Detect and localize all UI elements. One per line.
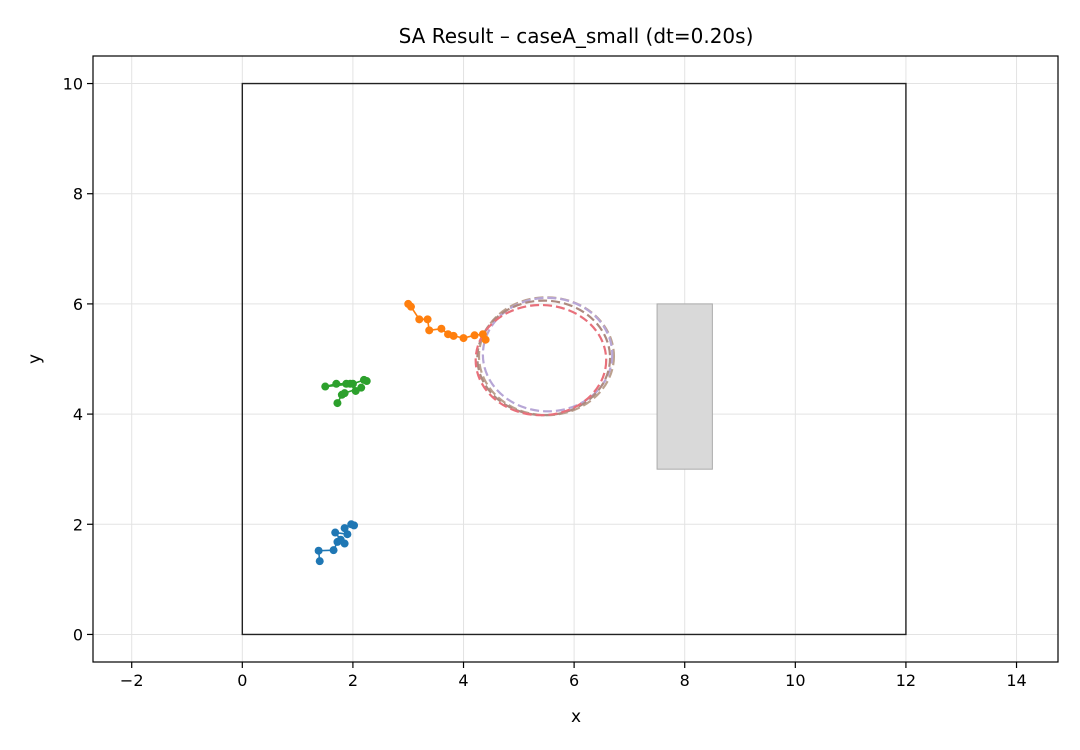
data-point	[459, 334, 468, 343]
data-point	[415, 315, 424, 324]
x-tick-label: 4	[458, 671, 468, 690]
y-tick-label: 2	[73, 515, 83, 534]
data-point	[340, 389, 349, 398]
x-tick-label: 14	[1006, 671, 1026, 690]
y-tick-label: 10	[63, 75, 83, 94]
y-axis-label: y	[25, 354, 45, 364]
data-point	[343, 530, 352, 539]
data-point	[351, 386, 360, 395]
data-point	[449, 331, 458, 340]
data-point	[406, 302, 415, 311]
trajectory-ellipse	[481, 296, 614, 413]
data-point	[470, 331, 479, 340]
data-point	[481, 335, 490, 344]
x-tick-label: 12	[896, 671, 916, 690]
data-point	[340, 524, 349, 533]
data-point	[348, 379, 357, 388]
x-tick-label: 10	[785, 671, 805, 690]
data-point	[329, 546, 338, 555]
trajectory-ellipse	[474, 303, 608, 417]
data-point	[350, 521, 359, 530]
y-tick-label: 8	[73, 185, 83, 204]
x-tick-label: 6	[569, 671, 579, 690]
x-tick-label: −2	[120, 671, 144, 690]
data-point	[362, 377, 371, 386]
data-point	[336, 535, 345, 544]
data-point	[342, 379, 351, 388]
x-tick-label: 8	[680, 671, 690, 690]
data-point	[315, 557, 324, 566]
y-tick-label: 0	[73, 625, 83, 644]
y-tick-label: 4	[73, 405, 83, 424]
data-point	[437, 324, 446, 333]
y-tick-label: 6	[73, 295, 83, 314]
data-point	[425, 326, 434, 335]
x-axis-label: x	[571, 707, 581, 727]
axes-frame	[92, 55, 1059, 663]
boundary-rect	[241, 82, 907, 636]
data-point	[423, 315, 432, 324]
data-point	[314, 546, 323, 555]
chart-title: SA Result – caseA_small (dt=0.20s)	[399, 24, 754, 48]
data-point	[333, 399, 342, 408]
data-point	[331, 528, 340, 537]
x-tick-label: 2	[348, 671, 358, 690]
x-tick-label: 0	[237, 671, 247, 690]
plot-area: −2 0 2 4 6 8 10 12 14 0 2 4 6 8 10	[63, 55, 1059, 690]
data-point	[332, 379, 341, 388]
obstacle-rect	[656, 303, 713, 470]
data-point	[321, 382, 330, 391]
